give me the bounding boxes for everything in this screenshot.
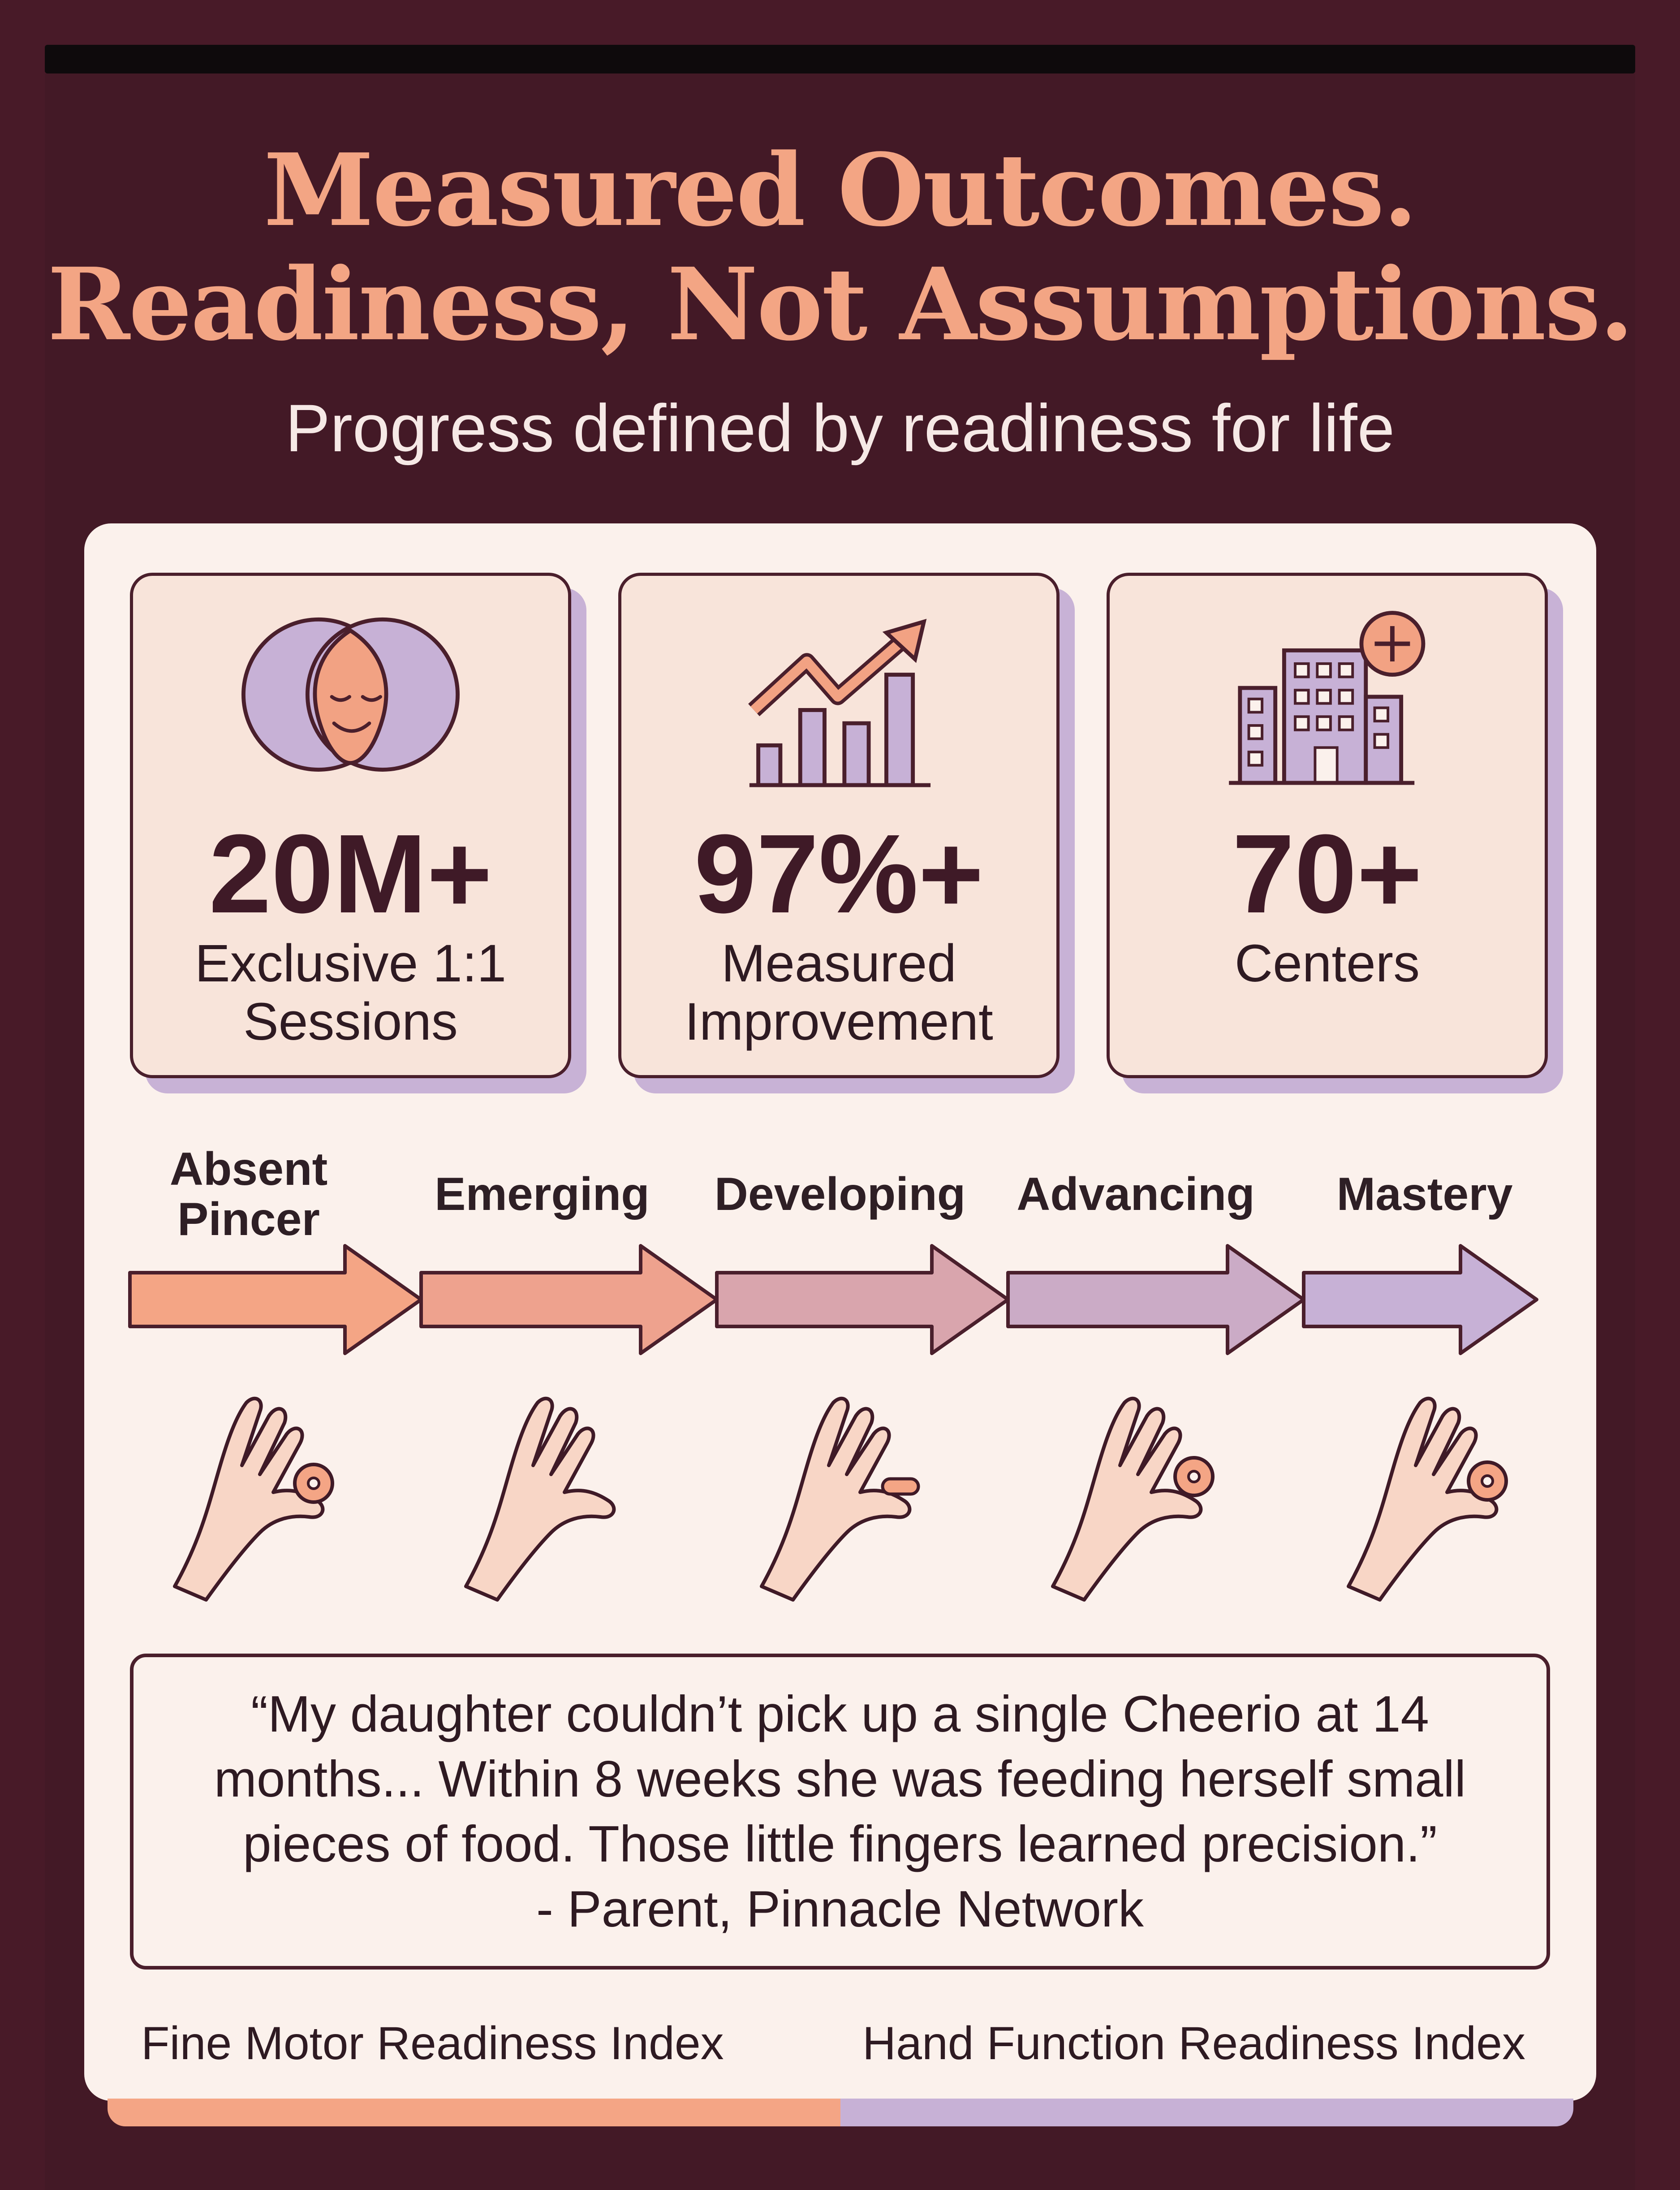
stat-card-improvement: 97%+ Measured Improvement [618, 573, 1060, 1078]
testimonial-quote: “My daughter couldn’t pick up a single C… [214, 1685, 1466, 1873]
fine-motor-index-bar [108, 2099, 840, 2126]
stat-card-sessions: 20M+ Exclusive 1:1 Sessions [130, 573, 571, 1078]
hand-advancing [1053, 1399, 1215, 1600]
fine-motor-index-label: Fine Motor Readiness Index [141, 2017, 724, 2069]
stage-arrow-progression [128, 1244, 1538, 1355]
hand-stages-illustration [0, 1371, 1508, 1604]
testimonial-attribution: - Parent, Pinnacle Network [536, 1880, 1144, 1938]
stat-label-line1: Exclusive 1:1 [194, 934, 507, 993]
stat-card-centers: 70+ Centers [1107, 573, 1548, 1078]
stat-label-line1: Measured [721, 934, 956, 993]
stage-label-absent-pincer: Absent Pincer [169, 1143, 328, 1245]
arrow-stage-2 [419, 1244, 719, 1355]
arrow-stage-3 [715, 1244, 1010, 1355]
hand-emerging [466, 1399, 614, 1600]
hand-developing [762, 1399, 920, 1600]
hand-function-index-label: Hand Function Readiness Index [862, 2017, 1526, 2069]
hand-mastery [1348, 1399, 1508, 1600]
face-venn-icon [241, 617, 460, 772]
hand-absent-pincer [175, 1399, 334, 1600]
stat-value: 70+ [1232, 811, 1422, 936]
page-subtitle: Progress defined by readiness for life [285, 390, 1395, 466]
arrow-stage-4 [1006, 1244, 1305, 1355]
page-title-line1: Measured Outcomes. [263, 132, 1418, 249]
stage-label-emerging: Emerging [435, 1168, 650, 1220]
stat-label-line1: Centers [1234, 934, 1420, 993]
stage-label-advancing: Advancing [1017, 1168, 1255, 1220]
hand-function-index-bar [840, 2099, 1573, 2126]
growth-chart-icon [748, 618, 931, 787]
top-bar [45, 45, 1635, 73]
arrow-stage-1 [128, 1244, 423, 1355]
hospital-building-icon [1229, 611, 1426, 785]
page-title-line2: Readiness, Not Assumptions. [47, 246, 1634, 363]
stage-label-mastery: Mastery [1336, 1168, 1513, 1220]
stat-value: 20M+ [209, 811, 492, 936]
stage-label-developing: Developing [714, 1168, 966, 1220]
stat-label-line2: Sessions [243, 992, 458, 1051]
arrow-stage-5 [1302, 1244, 1538, 1355]
stat-value: 97%+ [694, 811, 984, 936]
stat-label-line2: Improvement [685, 992, 993, 1051]
testimonial-box: “My daughter couldn’t pick up a single C… [130, 1654, 1550, 1970]
